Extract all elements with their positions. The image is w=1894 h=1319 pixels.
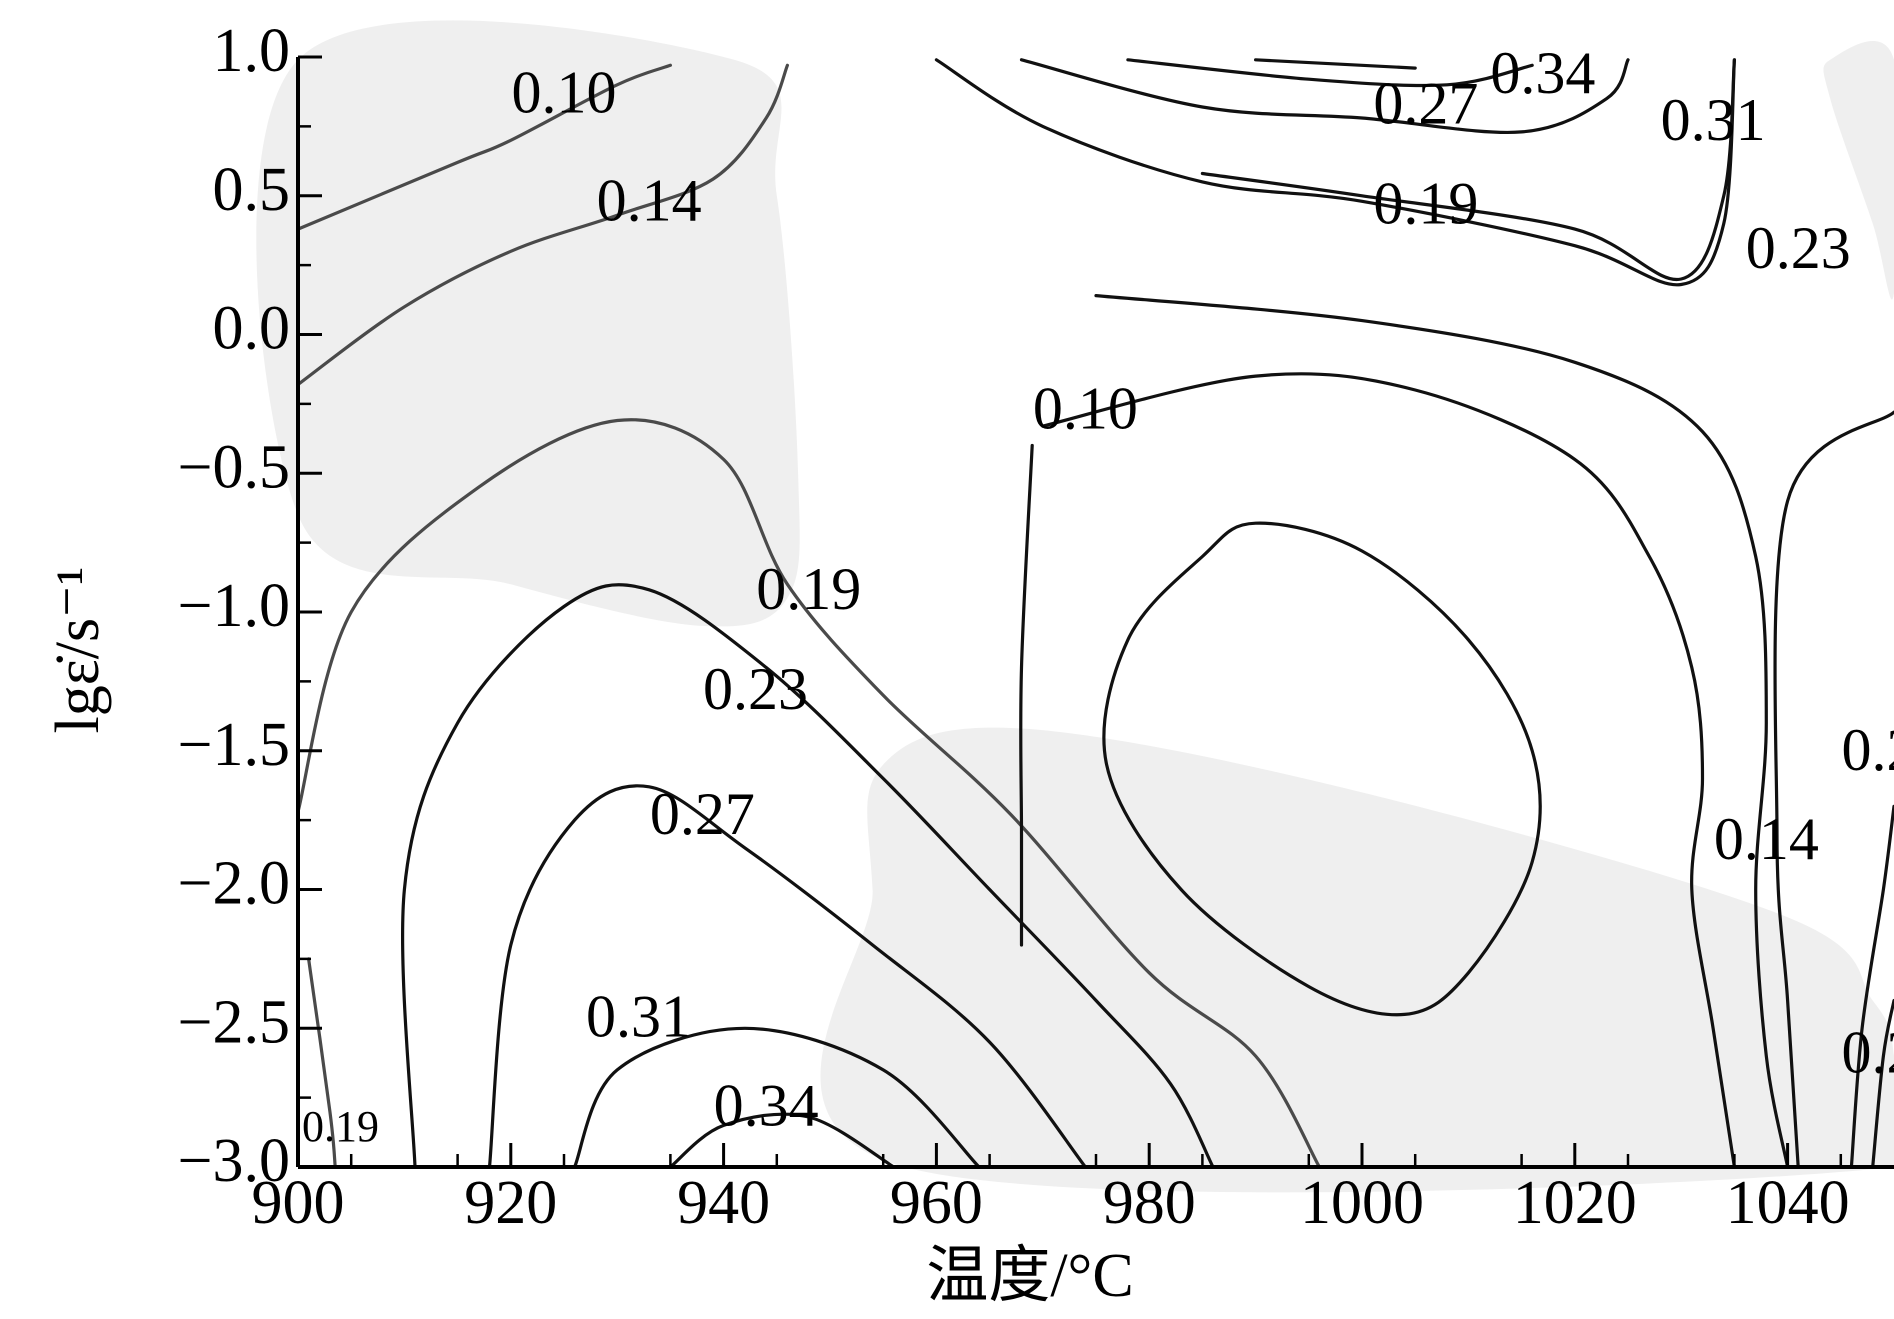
y-tick-label: −3.0 — [178, 1127, 290, 1195]
contour-line-034-16 — [1256, 60, 1416, 68]
y-tick-label: 0.5 — [213, 156, 291, 224]
y-tick-label: −0.5 — [178, 433, 290, 501]
contour-label-2: 0.10 — [1033, 376, 1138, 442]
contour-label-13: 0.23 — [1746, 215, 1851, 281]
contour-label-12: 0.19 — [1373, 170, 1478, 236]
contour-label-5: 0.27 — [650, 781, 755, 847]
contour-label-11: 0.31 — [1661, 87, 1766, 153]
y-tick-label: −1.0 — [178, 572, 290, 640]
x-tick-label: 920 — [464, 1169, 557, 1237]
y-tick-label: −2.0 — [178, 850, 290, 918]
shaded-region-middle — [820, 728, 1894, 1193]
x-tick-label: 1000 — [1300, 1169, 1424, 1237]
x-tick-label: 960 — [890, 1169, 983, 1237]
x-axis-title: 温度/°C — [926, 1242, 1133, 1310]
contour-label-9: 0.27 — [1373, 70, 1478, 136]
contour-label-1: 0.14 — [597, 168, 702, 234]
contour-label-3: 0.19 — [756, 556, 861, 622]
contour-label-16: 0.27 — [1842, 1020, 1894, 1086]
y-axis-title: lgε̇/s⁻¹ — [44, 567, 112, 734]
contour-label-7: 0.34 — [714, 1072, 819, 1138]
y-tick-label: 0.0 — [213, 295, 291, 363]
contour-label-0: 0.10 — [512, 59, 617, 125]
y-tick-label: −1.5 — [178, 711, 290, 779]
shaded-regions — [256, 20, 1894, 1192]
contour-label-8: 0.19 — [302, 1102, 379, 1151]
contour-label-6: 0.31 — [586, 983, 691, 1049]
contour-label-14: 0.23 — [1842, 717, 1894, 783]
contour-label-4: 0.23 — [703, 656, 808, 722]
x-tick-label: 1040 — [1726, 1169, 1850, 1237]
x-tick-label: 1020 — [1513, 1169, 1637, 1237]
x-tick-label: 940 — [677, 1169, 770, 1237]
y-tick-label: 1.0 — [213, 17, 291, 85]
y-tick-label: −2.5 — [178, 988, 290, 1056]
x-tick-label: 980 — [1103, 1169, 1196, 1237]
contour-label-15: 0.14 — [1714, 806, 1819, 872]
contour-label-10: 0.34 — [1490, 40, 1595, 106]
